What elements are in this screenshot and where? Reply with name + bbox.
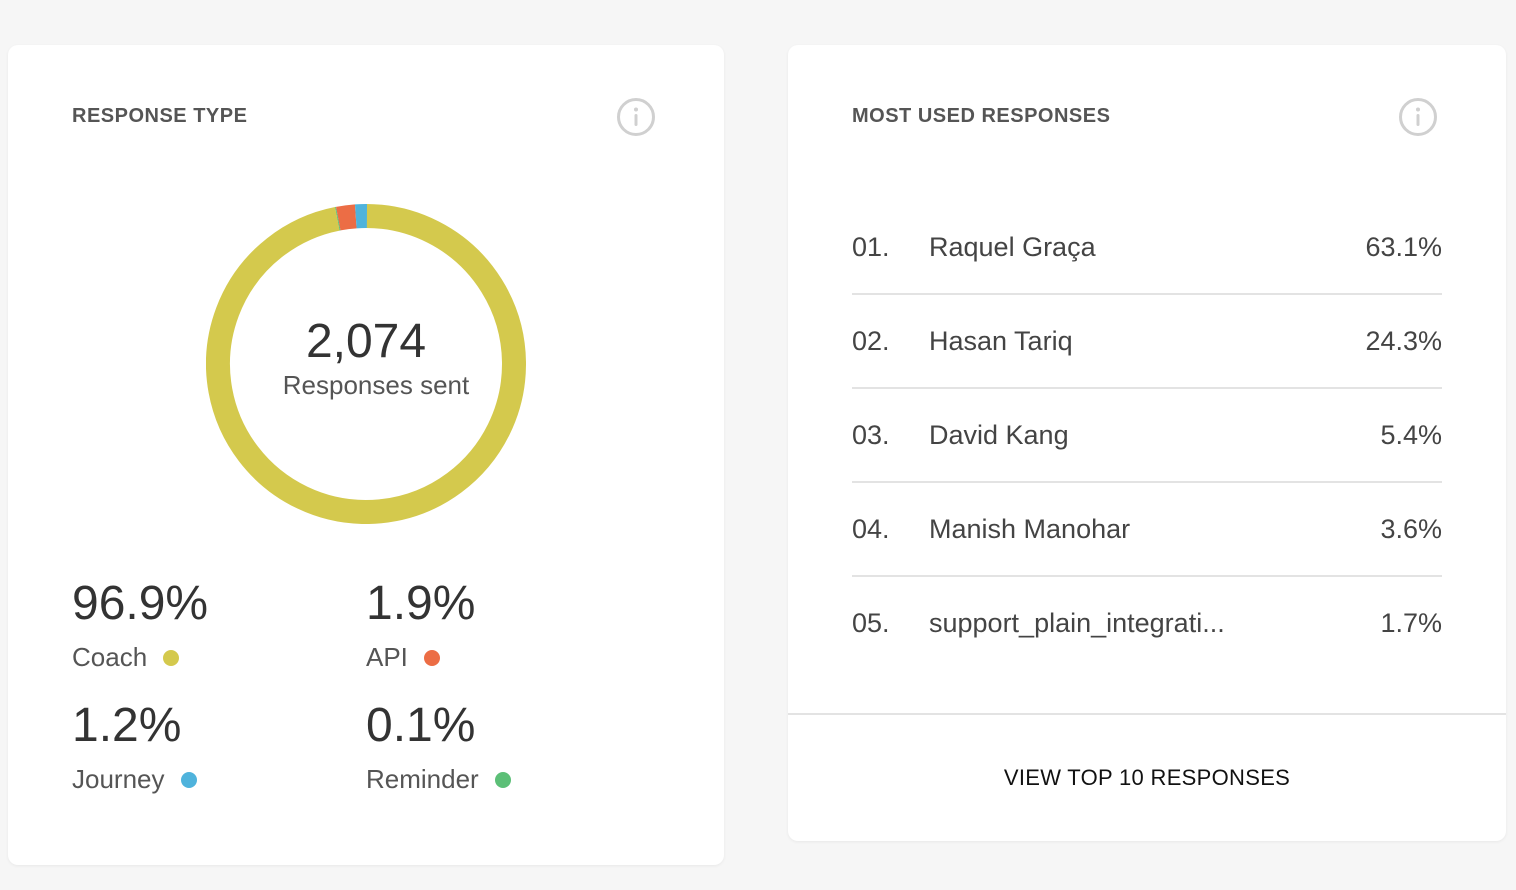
view-top-10-link[interactable]: VIEW TOP 10 RESPONSES: [1003, 765, 1291, 790]
total-responses-caption: Responses sent: [282, 370, 470, 400]
card-footer: VIEW TOP 10 RESPONSES: [788, 713, 1506, 841]
response-percent: 24.3%: [1365, 325, 1442, 356]
stat-api: 1.9% API: [366, 580, 475, 673]
stat-reminder: 0.1% Reminder: [366, 702, 511, 795]
response-donut-chart: 2,074 Responses sent: [206, 204, 526, 524]
donut-segment-coach: [206, 204, 526, 524]
stat-journey: 1.2% Journey: [72, 702, 197, 795]
list-item[interactable]: 01. Raquel Graça 63.1%: [852, 201, 1442, 295]
response-type-title: RESPONSE TYPE: [72, 105, 248, 127]
response-percent: 63.1%: [1365, 231, 1442, 262]
info-icon[interactable]: [1398, 97, 1438, 137]
stat-journey-label: Journey: [72, 764, 165, 794]
stat-journey-value: 1.2%: [72, 699, 182, 752]
rank-number: 02.: [852, 325, 890, 356]
donut-segment-api: [336, 204, 357, 231]
list-item[interactable]: 02. Hasan Tariq 24.3%: [852, 295, 1442, 389]
list-item[interactable]: 03. David Kang 5.4%: [852, 389, 1442, 483]
api-legend-dot: [423, 649, 440, 666]
response-name: Raquel Graça: [929, 231, 1096, 262]
stat-coach-value: 96.9%: [72, 577, 209, 630]
response-name: support_plain_integrati...: [929, 607, 1225, 638]
stat-coach: 96.9% Coach: [72, 580, 208, 673]
most-used-responses-card: MOST USED RESPONSES 01. Raquel Graça 63.…: [788, 45, 1506, 841]
donut-svg: [206, 204, 526, 524]
stat-api-label: API: [366, 642, 408, 672]
stat-reminder-label: Reminder: [366, 764, 479, 794]
response-name: David Kang: [929, 419, 1069, 450]
response-name: Hasan Tariq: [929, 325, 1073, 356]
rank-number: 01.: [852, 231, 890, 262]
response-percent: 3.6%: [1380, 513, 1442, 544]
coach-legend-dot: [163, 649, 180, 666]
response-percent: 5.4%: [1380, 419, 1442, 450]
list-item[interactable]: 04. Manish Manohar 3.6%: [852, 483, 1442, 577]
response-name: Manish Manohar: [929, 513, 1131, 544]
most-used-title: MOST USED RESPONSES: [852, 105, 1111, 127]
reminder-legend-dot: [494, 771, 511, 788]
response-type-card: RESPONSE TYPE 2,074 Responses sent 96.9%…: [8, 45, 724, 865]
stat-api-value: 1.9%: [366, 577, 476, 630]
stat-reminder-value: 0.1%: [366, 699, 476, 752]
total-responses: 2,074: [305, 315, 427, 368]
info-icon[interactable]: [616, 97, 656, 137]
responses-list: 01. Raquel Graça 63.1% 02. Hasan Tariq 2…: [852, 201, 1442, 669]
rank-number: 05.: [852, 607, 890, 638]
rank-number: 03.: [852, 419, 890, 450]
response-percent: 1.7%: [1380, 607, 1442, 638]
journey-legend-dot: [180, 771, 197, 788]
list-item[interactable]: 05. support_plain_integrati... 1.7%: [852, 577, 1442, 669]
stat-coach-label: Coach: [72, 642, 148, 672]
rank-number: 04.: [852, 513, 890, 544]
